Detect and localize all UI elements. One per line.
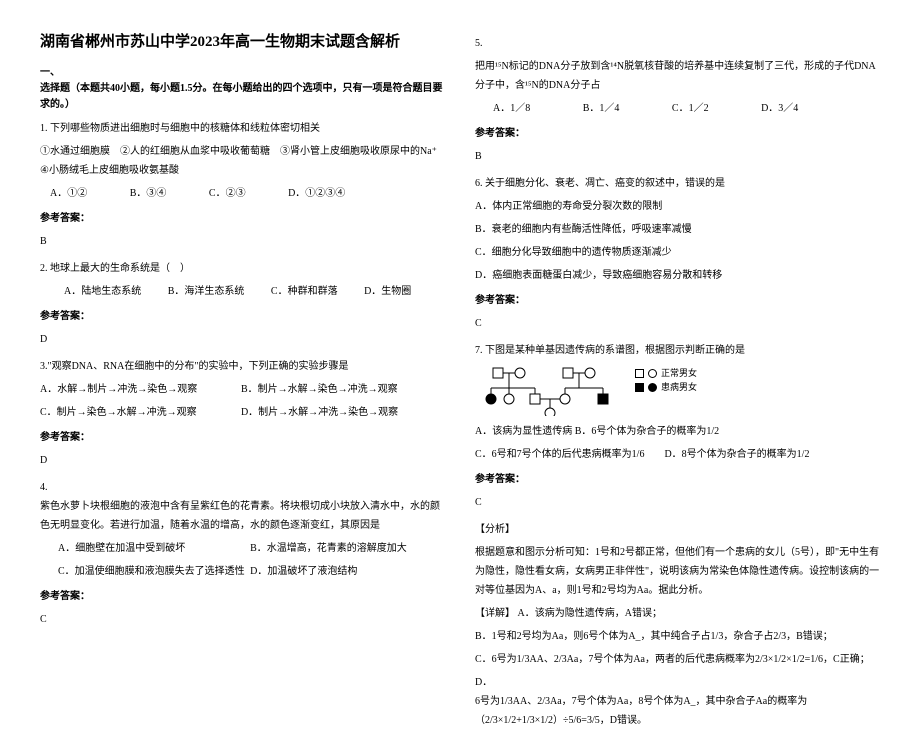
analysis-head: 【分析】 [475, 520, 880, 539]
q1-items: ①水通过细胞膜 ②人的红细胞从血浆中吸收葡萄糖 ③肾小管上皮细胞吸收原尿中的Na… [40, 142, 445, 180]
detail-row: 【详解】 A．该病为隐性遗传病，A错误； [475, 604, 880, 623]
q1-stem: 1. 下列哪些物质进出细胞时与细胞中的核糖体和线粒体密切相关 [40, 119, 445, 138]
q5-optD: D．3／4 [761, 103, 798, 114]
question-3: 3."观察DNA、RNA在细胞中的分布"的实验中，下列正确的实验步骤是 A．水解… [40, 357, 445, 470]
q4-row2: C．加温使细胞膜和液泡膜失去了选择透性 D．加温破坏了液泡结构 [58, 562, 445, 581]
question-7: 7. 下图是某种单基因遗传病的系谱图，根据图示判断正确的是 [475, 341, 880, 730]
q3-answer: D [40, 451, 445, 470]
q1-options: A．①② B．③④ C．②③ D．①②③④ [50, 184, 445, 203]
legend-normal: 正常男女 [635, 366, 697, 380]
question-4: 4. 紫色水萝卜块根细胞的液泡中含有呈紫红色的花青素。将块根切成小块放入清水中，… [40, 478, 445, 629]
page: 湖南省郴州市苏山中学2023年高一生物期末试题含解析 一、 选择题（本题共40小… [40, 30, 880, 736]
q6-answer: C [475, 314, 880, 333]
q6-optB: B．衰老的细胞内有些酶活性降低，呼吸速率减慢 [475, 220, 880, 239]
detail-A: A．该病为隐性遗传病，A错误； [518, 608, 662, 619]
answer-label: 参考答案： [475, 124, 880, 143]
q5-optC: C．1／2 [672, 103, 709, 114]
q4-optB: B．水温增高，花青素的溶解度加大 [250, 539, 440, 558]
q7-answer: C [475, 493, 880, 512]
question-1: 1. 下列哪些物质进出细胞时与细胞中的核糖体和线粒体密切相关 ①水通过细胞膜 ②… [40, 119, 445, 251]
pedigree-icon [485, 366, 625, 416]
q2-optB: B．海洋生态系统 [168, 286, 245, 297]
analysis-text: 根据题意和图示分析可知：1号和2号都正常，但他们有一个患病的女儿（5号），即"无… [475, 543, 880, 600]
q1-optB: B．③④ [130, 188, 167, 199]
q2-optC: C．种群和群落 [271, 286, 338, 297]
q4-row1: A．细胞壁在加温中受到破坏 B．水温增高，花青素的溶解度加大 [58, 539, 445, 558]
circle-icon [648, 369, 657, 378]
square-fill-icon [635, 383, 644, 392]
square-icon [635, 369, 644, 378]
q2-stem: 2. 地球上最大的生命系统是（ ） [40, 259, 445, 278]
q1-optC: C．②③ [209, 188, 246, 199]
q4-stem: 4. 紫色水萝卜块根细胞的液泡中含有呈紫红色的花青素。将块根切成小块放入清水中，… [40, 478, 445, 535]
title: 湖南省郴州市苏山中学2023年高一生物期末试题含解析 [40, 30, 445, 51]
answer-label: 参考答案： [40, 428, 445, 447]
q7-stem: 7. 下图是某种单基因遗传病的系谱图，根据图示判断正确的是 [475, 341, 880, 360]
q4-optC: C．加温使细胞膜和液泡膜失去了选择透性 [58, 562, 248, 581]
legend-affected: 患病男女 [635, 380, 697, 394]
q4-optD: D．加温破坏了液泡结构 [250, 562, 440, 581]
q6-optC: C．细胞分化导致细胞中的遗传物质逐渐减少 [475, 243, 880, 262]
q3-optB: B．制片→水解→染色→冲洗→观察 [241, 380, 439, 399]
circle-fill-icon [648, 383, 657, 392]
answer-label: 参考答案： [475, 470, 880, 489]
q7-optAB: A．该病为显性遗传病 B．6号个体为杂合子的概率为1/2 [475, 422, 880, 441]
right-column: 5. 把用¹⁵N标记的DNA分子放到含¹⁴N脱氧核苷酸的培养基中连续复制了三代，… [475, 30, 880, 736]
q1-answer: B [40, 232, 445, 251]
q1-optA: A．①② [50, 188, 87, 199]
question-2: 2. 地球上最大的生命系统是（ ） A．陆地生态系统 B．海洋生态系统 C．种群… [40, 259, 445, 349]
answer-label: 参考答案： [40, 587, 445, 606]
q3-stem: 3."观察DNA、RNA在细胞中的分布"的实验中，下列正确的实验步骤是 [40, 357, 445, 376]
detail-D: D． 6号为1/3AA、2/3Aa，7号个体为Aa，8号个体为A_，其中杂合子A… [475, 673, 880, 730]
answer-label: 参考答案： [40, 307, 445, 326]
answer-label: 参考答案： [40, 209, 445, 228]
question-5: 5. 把用¹⁵N标记的DNA分子放到含¹⁴N脱氧核苷酸的培养基中连续复制了三代，… [475, 34, 880, 166]
q7-optCD: C．6号和7号个体的后代患病概率为1/6 D．8号个体为杂合子的概率为1/2 [475, 445, 880, 464]
q5-num: 5. [475, 34, 880, 53]
q3-row1: A．水解→制片→冲洗→染色→观察 B．制片→水解→染色→冲洗→观察 [40, 380, 445, 399]
detail-B: B．1号和2号均为Aa，则6号个体为A_，其中纯合子占1/3，杂合子占2/3，B… [475, 627, 880, 646]
pedigree-legend: 正常男女 患病男女 [635, 366, 697, 395]
q4-answer: C [40, 610, 445, 629]
detail-head: 【详解】 [475, 608, 515, 619]
q3-optD: D．制片→水解→冲洗→染色→观察 [241, 403, 439, 422]
q5-optB: B．1／4 [583, 103, 620, 114]
legend-affected-text: 患病男女 [661, 380, 697, 394]
answer-label: 参考答案： [475, 291, 880, 310]
q1-optD: D．①②③④ [288, 188, 345, 199]
q2-optD: D．生物圈 [364, 286, 411, 297]
q2-answer: D [40, 330, 445, 349]
q2-optA: A．陆地生态系统 [64, 286, 141, 297]
q5-options: A．1／8 B．1／4 C．1／2 D．3／4 [493, 99, 880, 118]
detail-C: C．6号为1/3AA、2/3Aa，7号个体为Aa，两者的后代患病概率为2/3×1… [475, 650, 880, 669]
pedigree-diagram: 正常男女 患病男女 [485, 366, 880, 416]
q6-optD: D．癌细胞表面糖蛋白减少，导致癌细胞容易分散和转移 [475, 266, 880, 285]
q3-optC: C．制片→染色→水解→冲洗→观察 [40, 403, 238, 422]
q6-stem: 6. 关于细胞分化、衰老、凋亡、癌变的叙述中，错误的是 [475, 174, 880, 193]
q5-optA: A．1／8 [493, 103, 530, 114]
q2-options: A．陆地生态系统 B．海洋生态系统 C．种群和群落 D．生物圈 [64, 282, 445, 301]
left-column: 湖南省郴州市苏山中学2023年高一生物期末试题含解析 一、 选择题（本题共40小… [40, 30, 445, 736]
q3-row2: C．制片→染色→水解→冲洗→观察 D．制片→水解→冲洗→染色→观察 [40, 403, 445, 422]
section-1-head: 一、 选择题（本题共40小题，每小题1.5分。在每小题给出的四个选项中，只有一项… [40, 65, 445, 113]
legend-normal-text: 正常男女 [661, 366, 697, 380]
q5-stem: 把用¹⁵N标记的DNA分子放到含¹⁴N脱氧核苷酸的培养基中连续复制了三代，形成的… [475, 57, 880, 95]
question-6: 6. 关于细胞分化、衰老、凋亡、癌变的叙述中，错误的是 A．体内正常细胞的寿命受… [475, 174, 880, 333]
q3-optA: A．水解→制片→冲洗→染色→观察 [40, 380, 238, 399]
q5-answer: B [475, 147, 880, 166]
q6-optA: A．体内正常细胞的寿命受分裂次数的限制 [475, 197, 880, 216]
q4-optA: A．细胞壁在加温中受到破坏 [58, 539, 248, 558]
